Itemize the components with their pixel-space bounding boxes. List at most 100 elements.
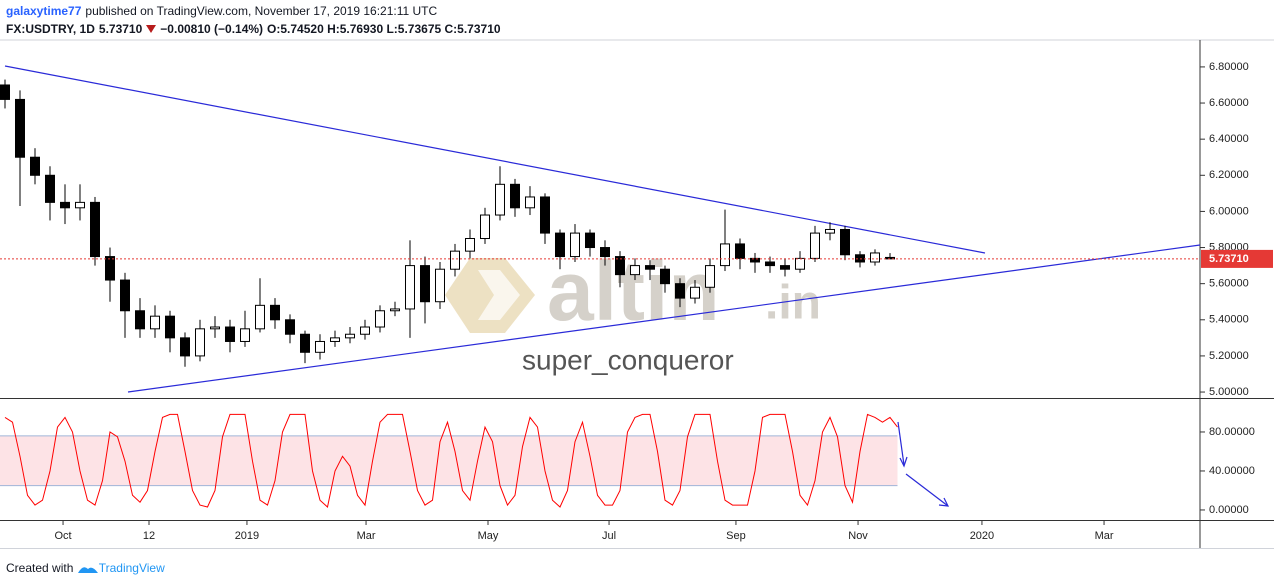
- y-tick-label: 5.20000: [1209, 350, 1249, 362]
- candle-body: [824, 228, 835, 234]
- candle-body: [644, 265, 655, 270]
- candle-body: [794, 257, 805, 270]
- candle-body: [479, 214, 490, 240]
- x-tick-label: Jul: [602, 530, 616, 542]
- trendline-lower: [127, 244, 1201, 393]
- candle-body: [404, 265, 415, 310]
- x-tick-label: 2019: [235, 530, 259, 542]
- candle-body: [719, 243, 730, 267]
- candle-body: [779, 265, 790, 270]
- x-tick-label: Mar: [357, 530, 376, 542]
- x-tick-label: Mar: [1095, 530, 1114, 542]
- trendline-upper: [4, 65, 986, 254]
- candle-body: [494, 183, 505, 216]
- y-tick-label: 6.60000: [1209, 97, 1249, 109]
- arrow: [905, 473, 949, 507]
- candle-body: [269, 304, 280, 321]
- candle-body: [509, 183, 520, 209]
- candle-body: [104, 256, 115, 281]
- candle-body: [119, 279, 130, 312]
- candle-body: [374, 310, 385, 328]
- candle-body: [704, 265, 715, 288]
- arrow-head: [938, 497, 950, 507]
- symbol-line: FX:USDTRY, 1D 5.73710 −0.00810 (−0.14%) O:5…: [6, 22, 505, 36]
- y-tick-label: 6.80000: [1209, 61, 1249, 73]
- author: galaxytime77: [6, 4, 82, 18]
- logo-shape: [478, 270, 520, 320]
- y-tick-label: 5.00000: [1209, 386, 1249, 398]
- y-tick-label: 6.20000: [1209, 169, 1249, 181]
- x-tick-label: May: [478, 530, 499, 542]
- last-price-label: 5.73710: [1209, 253, 1249, 265]
- candle-body: [359, 326, 370, 335]
- candle-body: [629, 265, 640, 276]
- candle-body: [569, 232, 580, 258]
- candle-body: [524, 196, 535, 209]
- plot-layer: 5.000005.200005.400005.600005.800006.000…: [0, 61, 1273, 542]
- brand: TradingView: [98, 561, 165, 575]
- candle-body: [14, 98, 25, 158]
- price: 5.73710: [98, 22, 143, 36]
- change: −0.00810 (−0.14%): [160, 22, 264, 36]
- y-tick-label: 80.00000: [1209, 426, 1255, 438]
- candle-body: [539, 196, 550, 234]
- ohlc: O:5.74520 H:5.76930 L:5.73675 C:5.73710: [267, 22, 501, 36]
- candle-body: [734, 243, 745, 259]
- candle-body: [854, 254, 865, 263]
- candle-body: [449, 250, 460, 270]
- x-tick-label: 2020: [970, 530, 994, 542]
- candle-body: [164, 315, 175, 339]
- candle-body: [869, 252, 880, 263]
- candle-body: [194, 328, 205, 357]
- band: [0, 435, 898, 486]
- candle-body: [149, 315, 160, 330]
- candle-body: [0, 84, 10, 100]
- candle-body: [254, 304, 265, 330]
- publish-line: galaxytime77 published on TradingView.com…: [6, 4, 441, 18]
- candle-body: [224, 326, 235, 342]
- candle-body: [209, 326, 220, 330]
- candle-body: [464, 238, 475, 252]
- arrow-head: [899, 456, 908, 468]
- candle-body: [584, 232, 595, 249]
- candle-body: [554, 232, 565, 258]
- candle-body: [344, 333, 355, 339]
- candle-body: [134, 310, 145, 330]
- candle-body: [389, 308, 400, 312]
- candle-body: [329, 337, 340, 342]
- candle-body: [659, 268, 670, 285]
- candle-body: [44, 174, 55, 203]
- y-tick-label: 40.00000: [1209, 465, 1255, 477]
- x-tick-label: Oct: [54, 530, 71, 542]
- x-tick-label: 12: [143, 530, 155, 542]
- candle-body: [749, 257, 760, 263]
- published: published on TradingView.com, November 1…: [85, 4, 438, 18]
- candle-body: [29, 156, 40, 176]
- candle-body: [179, 337, 190, 357]
- arrows: [897, 421, 950, 507]
- candle-body: [599, 247, 610, 258]
- x-tick-label: Nov: [848, 530, 868, 542]
- candle-body: [809, 232, 820, 259]
- created: Created with: [6, 561, 74, 575]
- candle-body: [239, 328, 250, 342]
- down-arrow: [146, 25, 157, 33]
- author-mark: super_conqueror: [522, 344, 734, 375]
- candle-body: [89, 201, 100, 258]
- last-price-box: [1201, 249, 1273, 268]
- candle-body: [299, 333, 310, 353]
- symbol: FX:USDTRY, 1D: [6, 22, 95, 36]
- candle-body: [284, 319, 295, 335]
- candle-body: [764, 261, 775, 267]
- y-tick-label: 5.60000: [1209, 278, 1249, 290]
- candle-body: [614, 256, 625, 276]
- candle-body: [839, 228, 850, 256]
- oscillator-line: [4, 413, 898, 508]
- candle-body: [434, 268, 445, 303]
- y-tick-label: 5.40000: [1209, 314, 1249, 326]
- arrow: [897, 421, 905, 466]
- candle-body: [419, 265, 430, 303]
